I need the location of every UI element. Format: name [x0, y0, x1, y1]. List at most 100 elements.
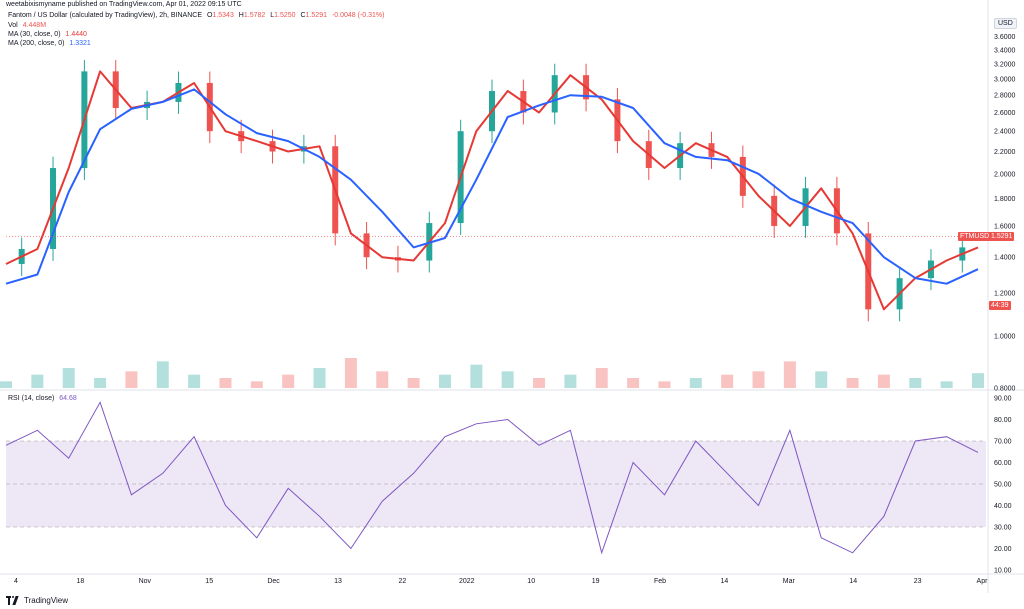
- volume-bar: [533, 378, 546, 388]
- volume-bar: [972, 373, 984, 388]
- rsi-tick-label: 70.00: [994, 439, 1012, 446]
- volume-bar: [752, 371, 765, 388]
- volume-bar: [0, 381, 12, 388]
- volume-bar: [31, 374, 44, 388]
- time-tick-label: 15: [205, 578, 213, 585]
- currency-badge[interactable]: USD: [994, 18, 1017, 29]
- time-tick-label: Dec: [267, 578, 280, 585]
- volume-bar: [877, 374, 890, 388]
- price-tick-label: 0.8000: [994, 386, 1016, 393]
- close-value: 1.5291: [305, 12, 327, 19]
- price-tick-label: 1.6000: [994, 223, 1016, 230]
- volume-bar: [376, 371, 389, 388]
- countdown-tag: 44:39: [989, 301, 1011, 310]
- volume-bar: [721, 374, 734, 388]
- ma200-label: MA (200, close, 0): [8, 40, 65, 47]
- tradingview-wordmark: TradingView: [24, 596, 69, 605]
- high-value: 1.5782: [243, 12, 266, 19]
- volume-bar: [62, 368, 75, 388]
- low-value: 1.5250: [274, 12, 296, 19]
- ma30-legend[interactable]: MA (30, close, 0) 1.4440: [8, 31, 87, 38]
- volume-bar: [125, 371, 138, 388]
- ma30-value: 1.4440: [65, 31, 87, 38]
- chart-header: weetabixismyname published on TradingVie…: [0, 0, 1024, 12]
- tradingview-logo-icon: [6, 596, 20, 605]
- volume-bar: [156, 361, 169, 388]
- volume-bar: [313, 368, 326, 388]
- symbol-price-tag: FTMUSD: [958, 231, 992, 241]
- price-tick-label: 3.6000: [994, 34, 1016, 41]
- time-tick-label: 18: [77, 578, 85, 585]
- price-tick-label: 2.6000: [994, 110, 1016, 117]
- vol-value: 4.448M: [22, 22, 47, 29]
- rsi-tick-label: 50.00: [994, 482, 1012, 489]
- ma30-label: MA (30, close, 0): [8, 31, 61, 38]
- tradingview-brand[interactable]: TradingView: [6, 596, 68, 605]
- volume-bar: [783, 361, 796, 388]
- volume-bar: [188, 374, 201, 388]
- time-tick-label: Apr: [977, 578, 989, 585]
- price-tick-label: 1.4000: [994, 255, 1016, 262]
- price-tick-label: 2.8000: [994, 93, 1016, 100]
- rsi-tick-label: 20.00: [994, 546, 1012, 553]
- symbol-legend[interactable]: Fantom / US Dollar (calculated by Tradin…: [8, 12, 385, 19]
- volume-bar: [564, 374, 577, 388]
- rsi-tick-label: 60.00: [994, 460, 1012, 467]
- ma200-line: [5, 88, 979, 285]
- publisher-line: weetabixismyname published on TradingVie…: [6, 1, 242, 8]
- volume-bar: [689, 378, 702, 388]
- change-value: -0.0048 (-0.31%): [331, 12, 385, 19]
- time-tick-label: 14: [721, 578, 729, 585]
- time-tick-label: 19: [592, 578, 600, 585]
- volume-bar: [94, 378, 107, 388]
- volume-bar: [909, 378, 922, 388]
- price-tick-label: 2.2000: [994, 149, 1016, 156]
- footer: TradingView: [0, 593, 1024, 609]
- price-tick-label: 1.0000: [994, 333, 1016, 340]
- rsi-tick-label: 40.00: [994, 503, 1012, 510]
- rsi-tick-label: 10.00: [994, 568, 1012, 575]
- vol-label: Vol: [8, 22, 18, 29]
- price-tick-label: 3.0000: [994, 77, 1016, 84]
- price-tick-label: 1.8000: [994, 196, 1016, 203]
- rsi-tick-label: 30.00: [994, 525, 1012, 532]
- volume-bar: [219, 378, 232, 388]
- open-value: 1.5343: [212, 12, 234, 19]
- time-tick-label: Mar: [783, 578, 796, 585]
- symbol-title: Fantom / US Dollar (calculated by Tradin…: [8, 12, 203, 19]
- volume-bar: [250, 381, 263, 388]
- volume-bar: [940, 381, 953, 388]
- time-tick-label: 2022: [459, 578, 475, 585]
- volume-bar: [658, 381, 671, 388]
- price-tick-label: 2.4000: [994, 129, 1016, 136]
- last-price-tag: 1.5291: [989, 231, 1015, 241]
- volume-bar: [846, 378, 859, 388]
- volume-bar: [501, 371, 514, 388]
- volume-bar: [344, 358, 357, 388]
- rsi-legend[interactable]: RSI (14, close) 64.68: [8, 395, 77, 402]
- time-tick-label: 13: [334, 578, 342, 585]
- price-tick-label: 3.4000: [994, 47, 1016, 54]
- volume-bar: [595, 368, 608, 388]
- ma200-value: 1.3321: [69, 40, 91, 47]
- chart-canvas[interactable]: 3.6000 3.4000 3.2000 3.0000 2.8000 2.6000 2.40…: [0, 0, 1024, 593]
- rsi-tick-label: 90.00: [994, 396, 1012, 403]
- rsi-line: [5, 401, 979, 555]
- volume-bar: [815, 371, 828, 388]
- time-tick-label: 10: [527, 578, 535, 585]
- volume-bar: [407, 378, 420, 388]
- rsi-tick-label: 80.00: [994, 417, 1012, 424]
- time-tick-label: 14: [849, 578, 857, 585]
- price-tick-label: 2.0000: [994, 171, 1016, 178]
- volume-legend[interactable]: Vol 4.448M: [8, 22, 46, 29]
- ma200-legend[interactable]: MA (200, close, 0) 1.3321: [8, 40, 91, 47]
- time-tick-label: Nov: [139, 578, 152, 585]
- rsi-label: RSI (14, close): [8, 395, 55, 402]
- time-tick-label: 22: [399, 578, 407, 585]
- rsi-value: 64.68: [59, 395, 77, 402]
- time-tick-label: 4: [14, 578, 18, 585]
- price-tick-label: 3.2000: [994, 61, 1016, 68]
- time-tick-label: Feb: [654, 578, 666, 585]
- volume-bar: [470, 364, 483, 388]
- price-tick-label: 1.2000: [994, 291, 1016, 298]
